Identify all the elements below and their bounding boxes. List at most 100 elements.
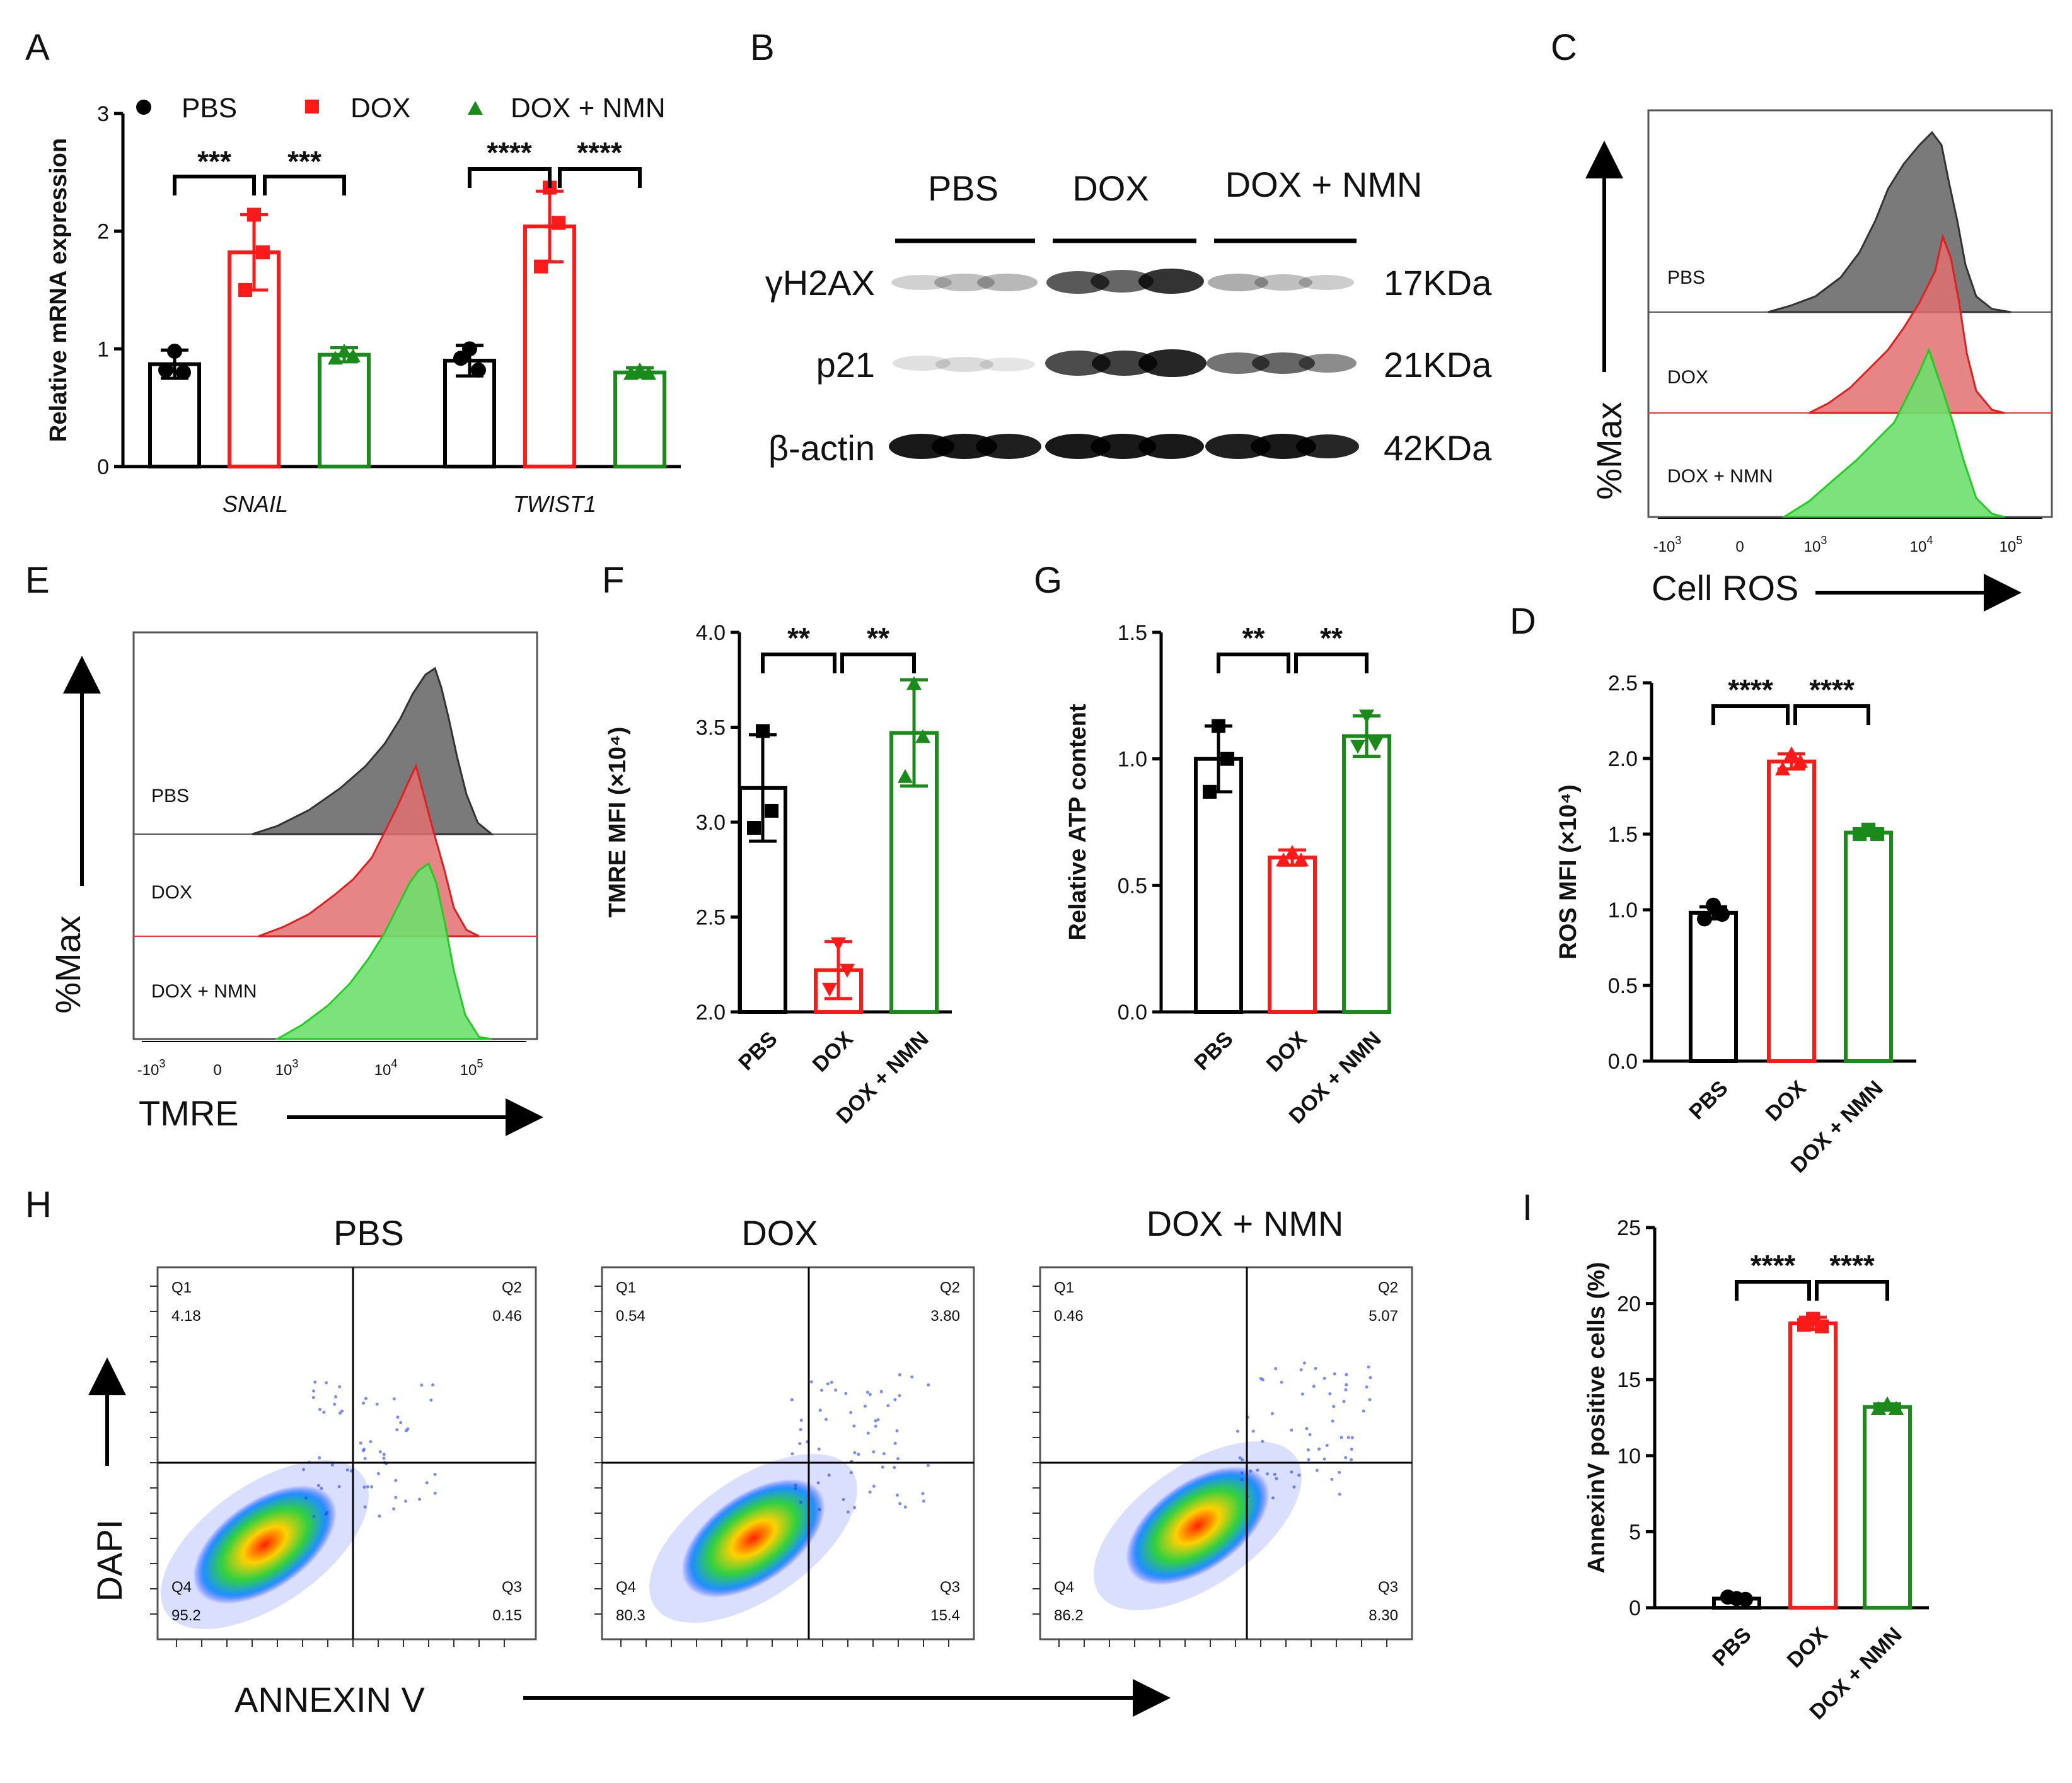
F-point-2-2 bbox=[898, 769, 913, 783]
I-point-1-1 bbox=[1815, 1319, 1829, 1333]
panel-C-ros-histogram: PBS DOX DOX + NMN -103 0 103 104 105 %Ma… bbox=[1585, 109, 2053, 612]
F-y-tick-label: 2.5 bbox=[696, 906, 726, 930]
A-point-0-2-2 bbox=[328, 351, 343, 365]
flow-dot bbox=[844, 1391, 848, 1395]
flow-dot bbox=[1340, 1436, 1343, 1439]
flow-dot bbox=[1345, 1383, 1348, 1386]
protein-bactin: β-actin bbox=[768, 428, 875, 468]
flow-dot bbox=[799, 1501, 802, 1504]
flow-dot bbox=[910, 1375, 914, 1379]
flow-dot bbox=[895, 1493, 899, 1497]
protein-p21: p21 bbox=[816, 345, 875, 385]
D-bar-1 bbox=[1767, 759, 1816, 1064]
A-y-tick-label: 0 bbox=[97, 455, 109, 479]
C-tick-1e5: 105 bbox=[2000, 534, 2023, 555]
D-bar-2 bbox=[1844, 830, 1893, 1063]
band bbox=[1045, 351, 1111, 376]
I-point-0-2 bbox=[1720, 1589, 1735, 1605]
flow-dot bbox=[340, 1409, 344, 1413]
D-point-1-1 bbox=[1793, 753, 1808, 768]
G-xtick-label-0: PBS bbox=[1189, 1027, 1237, 1075]
flow-dot bbox=[1332, 1405, 1336, 1408]
flow-plot-frame-1 bbox=[601, 1266, 975, 1641]
flow-dot bbox=[318, 1456, 321, 1460]
flow-dot bbox=[893, 1398, 897, 1402]
G-ylabel: Relative ATP content bbox=[1065, 704, 1091, 941]
D-point-0-1 bbox=[1715, 907, 1730, 922]
band bbox=[935, 357, 993, 372]
panel-letter-D: D bbox=[1510, 601, 1536, 642]
C-frame bbox=[1647, 109, 2053, 518]
flow-dot bbox=[826, 1382, 830, 1386]
flow-dot bbox=[921, 1492, 925, 1496]
band bbox=[1252, 352, 1315, 374]
quad-value-q4: 86.2 bbox=[1054, 1607, 1084, 1624]
quad-value-q2: 3.80 bbox=[930, 1308, 960, 1325]
flow-dot bbox=[369, 1440, 373, 1444]
flow-dot bbox=[1275, 1477, 1278, 1480]
C-track-label-pbs: PBS bbox=[1667, 267, 1705, 288]
flow-dot bbox=[361, 1449, 365, 1453]
flow-dot bbox=[330, 1463, 334, 1466]
F-sig-label-0: ** bbox=[787, 622, 810, 654]
flow-dot bbox=[363, 1456, 367, 1460]
panel-B-western-blot: PBS DOX DOX + NMN γH2AX p21 β-actin 17KD… bbox=[765, 165, 1492, 468]
flow-dot bbox=[1317, 1447, 1321, 1451]
C-tick-1e4: 104 bbox=[1910, 534, 1933, 555]
flow-dot bbox=[1266, 1472, 1269, 1476]
A-point-0-0-1 bbox=[176, 364, 191, 380]
flow-dot bbox=[320, 1487, 323, 1490]
A-sig-label-4: **** bbox=[577, 136, 622, 169]
flow-dot bbox=[1292, 1485, 1296, 1489]
E-tick-1e5: 105 bbox=[460, 1057, 483, 1079]
A-point-0-1-2 bbox=[238, 283, 252, 297]
F-point-2-0 bbox=[906, 676, 922, 690]
band bbox=[934, 274, 995, 291]
E-x-ticks: -103 0 103 104 105 bbox=[137, 1041, 526, 1079]
F-sig-bracket-1 bbox=[840, 653, 916, 673]
I-xtick-label-1: DOX bbox=[1783, 1623, 1832, 1673]
flow-dot bbox=[366, 1485, 370, 1489]
D-y-tick-label: 1.5 bbox=[1608, 823, 1638, 847]
flow-dot bbox=[418, 1497, 421, 1501]
blot-row-p21 bbox=[893, 349, 1357, 377]
I-y-tick-label: 5 bbox=[1629, 1520, 1641, 1544]
flow-dot bbox=[1315, 1468, 1319, 1472]
flow-dot bbox=[1238, 1456, 1242, 1460]
F-point-1-2 bbox=[822, 982, 837, 997]
I-ylabel: AnnexinV positive cells (%) bbox=[1583, 1262, 1610, 1573]
band bbox=[977, 274, 1038, 291]
flow-dot bbox=[1367, 1365, 1370, 1369]
A-y-tick-label: 1 bbox=[97, 337, 109, 361]
flow-dot bbox=[363, 1505, 367, 1509]
flow-dot bbox=[1338, 1470, 1341, 1474]
flow-dot bbox=[392, 1507, 396, 1511]
quad-label-q3: Q3 bbox=[940, 1579, 960, 1596]
legend-dox-marker bbox=[305, 100, 319, 113]
F-point-2-1 bbox=[915, 729, 930, 743]
flow-dot bbox=[881, 1465, 884, 1469]
flow-dot bbox=[1306, 1448, 1310, 1452]
flow-dot bbox=[903, 1505, 907, 1509]
band bbox=[976, 434, 1041, 459]
I-bar-2 bbox=[1863, 1405, 1912, 1610]
D-sig-label-1: **** bbox=[1809, 673, 1855, 706]
F-sig-bracket-0 bbox=[761, 653, 836, 673]
flow-dot bbox=[324, 1513, 328, 1516]
flow-dot bbox=[790, 1452, 794, 1456]
flow-dot bbox=[872, 1484, 876, 1488]
flow-dot bbox=[370, 1485, 374, 1489]
flow-dot bbox=[433, 1473, 437, 1476]
E-frame bbox=[132, 631, 538, 1040]
A-point-0-0-2 bbox=[158, 362, 173, 378]
C-track-label-nmn: DOX + NMN bbox=[1667, 466, 1773, 487]
I-y-tick-label: 20 bbox=[1617, 1292, 1641, 1316]
quad-value-q2: 5.07 bbox=[1369, 1308, 1398, 1325]
A-axes: 0 1 2 3 bbox=[97, 102, 681, 479]
A-y-tick-label: 3 bbox=[97, 102, 109, 126]
flow-dot bbox=[1328, 1392, 1332, 1396]
band bbox=[1299, 275, 1354, 290]
D-y-tick-label: 0.0 bbox=[1608, 1050, 1638, 1074]
F-xtick-label-0: PBS bbox=[734, 1027, 782, 1075]
flow-dot bbox=[376, 1472, 380, 1475]
